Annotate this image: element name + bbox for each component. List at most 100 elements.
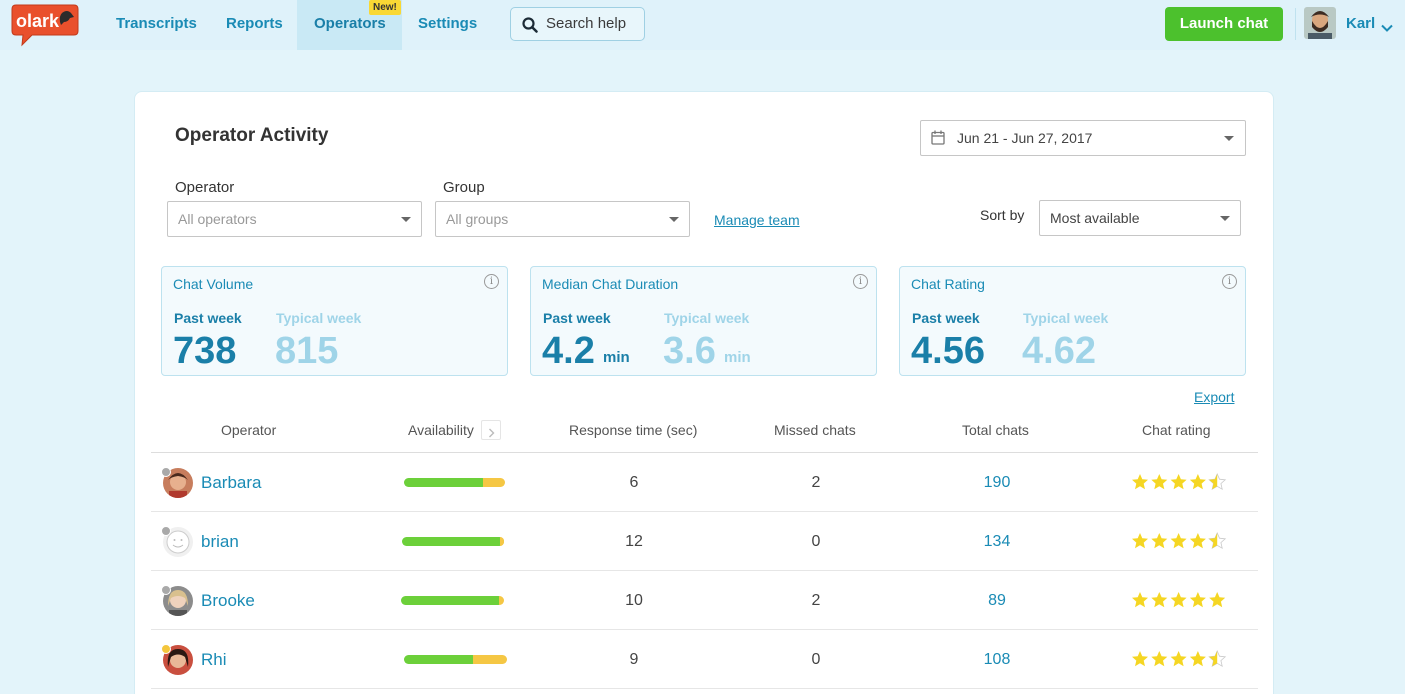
missed-chats-cell: 2 <box>811 592 821 609</box>
svg-text:olark: olark <box>16 11 60 31</box>
operator-name[interactable]: Brooke <box>201 591 255 610</box>
search-placeholder: Search help <box>546 15 627 32</box>
search-icon <box>522 17 538 38</box>
table-row[interactable]: Rhi 9 0 108 <box>151 630 1258 689</box>
past-week-label: Past week <box>174 310 242 326</box>
operator-name[interactable]: Rhi <box>201 650 227 669</box>
star-rating <box>1131 591 1227 609</box>
status-dot <box>161 467 171 477</box>
star-rating <box>1131 473 1227 491</box>
chevron-right-icon <box>488 425 495 443</box>
sort-select[interactable]: Most available <box>1039 200 1241 236</box>
nav-reports[interactable]: Reports <box>226 15 283 32</box>
manage-team-link[interactable]: Manage team <box>714 212 800 228</box>
availability-bar-away <box>483 478 505 487</box>
caret-down-icon <box>1220 216 1230 221</box>
group-select[interactable]: All groups <box>435 201 690 237</box>
sort-by-label: Sort by <box>980 207 1025 223</box>
date-range-picker[interactable]: Jun 21 - Jun 27, 2017 <box>920 120 1246 156</box>
sort-select-value: Most available <box>1050 210 1140 226</box>
past-week-value: 4.56 <box>911 330 985 372</box>
chat-rating-stat: Chat Rating i Past week Typical week 4.5… <box>899 266 1246 376</box>
total-chats-cell[interactable]: 108 <box>983 651 1011 668</box>
availability-bar-away <box>500 537 504 546</box>
total-chats-cell[interactable]: 89 <box>988 592 1006 609</box>
typical-week-value: 4.62 <box>1022 330 1096 372</box>
status-dot <box>161 644 171 654</box>
availability-bar-available <box>404 478 487 487</box>
chevron-down-icon[interactable] <box>1381 19 1393 37</box>
nav-settings[interactable]: Settings <box>418 15 478 32</box>
launch-chat-button[interactable]: Launch chat <box>1165 7 1283 41</box>
typical-week-value: 3.6 <box>663 330 716 372</box>
table-row[interactable]: brian 12 0 134 <box>151 512 1258 571</box>
date-range-value: Jun 21 - Jun 27, 2017 <box>957 130 1093 146</box>
past-week-unit: min <box>603 349 630 366</box>
availability-expand-button[interactable] <box>481 420 501 440</box>
response-time-cell: 10 <box>625 592 643 609</box>
typical-week-label: Typical week <box>1023 310 1109 326</box>
table-header-divider <box>151 452 1258 453</box>
nav-operators-label: Operators <box>314 15 386 32</box>
olark-logo[interactable]: olark <box>10 3 80 47</box>
info-icon[interactable]: i <box>1222 274 1237 289</box>
col-response-time[interactable]: Response time (sec) <box>569 422 698 438</box>
header-divider <box>1295 8 1296 40</box>
stat-title: Chat Volume <box>173 276 254 292</box>
typical-week-label: Typical week <box>664 310 750 326</box>
group-filter-label: Group <box>443 179 485 196</box>
typical-week-unit: min <box>724 349 751 366</box>
total-chats-cell[interactable]: 134 <box>983 533 1011 550</box>
operator-select-value: All operators <box>178 211 257 227</box>
operator-name[interactable]: brian <box>201 532 239 551</box>
operator-avatar <box>163 586 193 616</box>
nav-operators[interactable]: Operators New! <box>297 0 402 50</box>
top-nav: olark Transcripts Reports Operators New!… <box>0 0 1405 50</box>
operator-avatar <box>163 527 193 557</box>
table-row[interactable]: Barbara 6 2 190 <box>151 453 1258 512</box>
response-time-cell: 6 <box>629 474 639 491</box>
past-week-value: 738 <box>173 330 237 372</box>
table-row[interactable]: Brooke 10 2 89 <box>151 571 1258 630</box>
operator-select[interactable]: All operators <box>167 201 422 237</box>
nav-transcripts[interactable]: Transcripts <box>116 15 197 32</box>
info-icon[interactable]: i <box>853 274 868 289</box>
group-select-value: All groups <box>446 211 509 227</box>
status-dot <box>161 585 171 595</box>
export-link[interactable]: Export <box>1194 389 1235 405</box>
availability-bar-available <box>401 596 503 605</box>
status-dot <box>161 526 171 536</box>
total-chats-cell[interactable]: 190 <box>983 474 1011 491</box>
missed-chats-cell: 2 <box>811 474 821 491</box>
page-title: Operator Activity <box>175 125 329 146</box>
caret-down-icon <box>1224 136 1234 141</box>
user-name[interactable]: Karl <box>1346 15 1376 32</box>
response-time-cell: 12 <box>625 533 643 550</box>
operator-activity-card: Operator Activity Jun 21 - Jun 27, 2017 … <box>134 91 1274 694</box>
missed-chats-cell: 0 <box>811 533 821 550</box>
operator-name[interactable]: Barbara <box>201 473 262 492</box>
stat-title: Chat Rating <box>911 276 985 292</box>
col-total-chats[interactable]: Total chats <box>962 422 1029 438</box>
col-chat-rating[interactable]: Chat rating <box>1142 422 1211 438</box>
response-time-cell: 9 <box>629 651 639 668</box>
search-help-input[interactable]: Search help <box>510 7 645 41</box>
calendar-icon <box>931 130 945 150</box>
col-missed-chats[interactable]: Missed chats <box>774 422 856 438</box>
chat-volume-stat: Chat Volume i Past week Typical week 738… <box>161 266 508 376</box>
user-avatar[interactable] <box>1304 7 1336 39</box>
info-icon[interactable]: i <box>484 274 499 289</box>
col-availability[interactable]: Availability <box>408 422 474 438</box>
availability-bar-available <box>404 655 477 664</box>
availability-bar-away <box>499 596 504 605</box>
past-week-label: Past week <box>543 310 611 326</box>
col-operator[interactable]: Operator <box>221 422 277 438</box>
caret-down-icon <box>669 217 679 222</box>
missed-chats-cell: 0 <box>811 651 821 668</box>
operator-filter-label: Operator <box>175 179 235 196</box>
past-week-value: 4.2 <box>542 330 595 372</box>
median-chat-duration-stat: Median Chat Duration i Past week Typical… <box>530 266 877 376</box>
star-rating <box>1131 532 1227 550</box>
typical-week-value: 815 <box>275 330 339 372</box>
caret-down-icon <box>401 217 411 222</box>
